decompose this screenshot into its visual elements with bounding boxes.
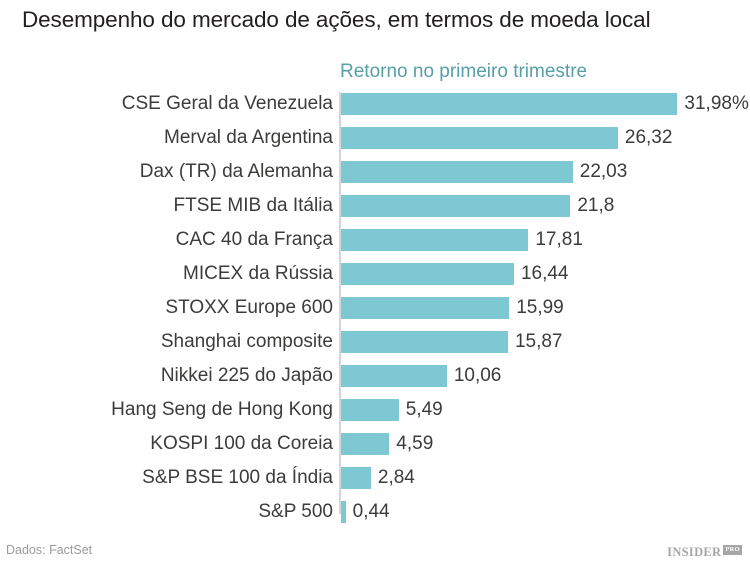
bar-row: KOSPI 100 da Coreia 4,59 (0, 432, 750, 466)
y-axis-baseline (339, 92, 341, 514)
bar-value-label: 17,81 (535, 229, 583, 250)
bar (341, 399, 399, 421)
page-title: Desempenho do mercado de ações, em termo… (22, 7, 651, 32)
bar-category-label: S&P BSE 100 da Índia (142, 467, 333, 488)
bar-value-label: 15,87 (514, 331, 563, 352)
source-note: Dados: FactSet (6, 543, 93, 557)
bar-category-label: STOXX Europe 600 (165, 297, 333, 318)
bar-value-label: 2,84 (377, 467, 415, 488)
bar-category-label: Merval da Argentina (164, 127, 333, 148)
bar-row: S&P BSE 100 da Índia 2,84 (0, 466, 750, 500)
bar-row: S&P 500 0,44 (0, 500, 750, 534)
bar-value-label: 10,06 (453, 365, 502, 386)
insider-pro-logo: INSIDER PRO (667, 544, 742, 560)
bar-row: CSE Geral da Venezuela 31,98% (0, 92, 750, 126)
bar (341, 467, 371, 489)
bar-value-label: 5,49 (405, 399, 443, 420)
bar-row: Hang Seng de Hong Kong 5,49 (0, 398, 750, 432)
bar-row: STOXX Europe 600 15,99 (0, 296, 750, 330)
bar (341, 195, 571, 217)
bar (341, 263, 514, 285)
bar-category-label: Hang Seng de Hong Kong (111, 399, 333, 420)
logo-pro-badge: PRO (723, 544, 742, 555)
bar (341, 331, 508, 353)
bar-category-label: Shanghai composite (160, 331, 333, 352)
bar-category-label: CAC 40 da França (175, 229, 333, 250)
bar-value-label: 22,03 (579, 161, 628, 182)
logo-wordmark: INSIDER (667, 545, 722, 559)
bar-row: Dax (TR) da Alemanha 22,03 (0, 160, 750, 194)
series-header-label: Retorno no primeiro trimestre (340, 61, 588, 82)
bar-category-label: KOSPI 100 da Coreia (150, 433, 333, 454)
bar-value-label: 16,44 (520, 263, 569, 284)
bar (341, 501, 346, 523)
bar (341, 161, 573, 183)
bar (341, 365, 447, 387)
bar-row: Merval da Argentina 26,32 (0, 126, 750, 160)
bar-category-label: MICEX da Rússia (183, 263, 333, 284)
bar (341, 433, 390, 455)
plot-area: CSE Geral da Venezuela 31,98% Merval da Ar… (0, 92, 750, 523)
bar-value-label: 26,32 (624, 127, 673, 148)
bar-row: FTSE MIB da Itália 21,8 (0, 194, 750, 228)
bar (341, 229, 529, 251)
bar-row: Nikkei 225 do Japão 10,06 (0, 364, 750, 398)
bar-category-label: FTSE MIB da Itália (173, 195, 333, 216)
bar-value-label: 0,44 (352, 501, 390, 522)
bar (341, 127, 618, 149)
bar-row: Shanghai composite 15,87 (0, 330, 750, 364)
bar-row: CAC 40 da França 17,81 (0, 228, 750, 262)
bar-category-label: S&P 500 (258, 501, 333, 522)
bar-category-label: Nikkei 225 do Japão (160, 365, 333, 386)
bar (341, 93, 678, 115)
bar-row: MICEX da Rússia 16,44 (0, 262, 750, 296)
bar-value-label: 4,59 (396, 433, 434, 454)
bar-value-label: 15,99 (516, 297, 564, 318)
bar-value-label: 31,98% (684, 93, 749, 114)
bar (341, 297, 510, 319)
bar-value-label: 21,8 (577, 195, 615, 216)
bar-category-label: CSE Geral da Venezuela (121, 93, 333, 114)
bar-category-label: Dax (TR) da Alemanha (139, 161, 333, 182)
